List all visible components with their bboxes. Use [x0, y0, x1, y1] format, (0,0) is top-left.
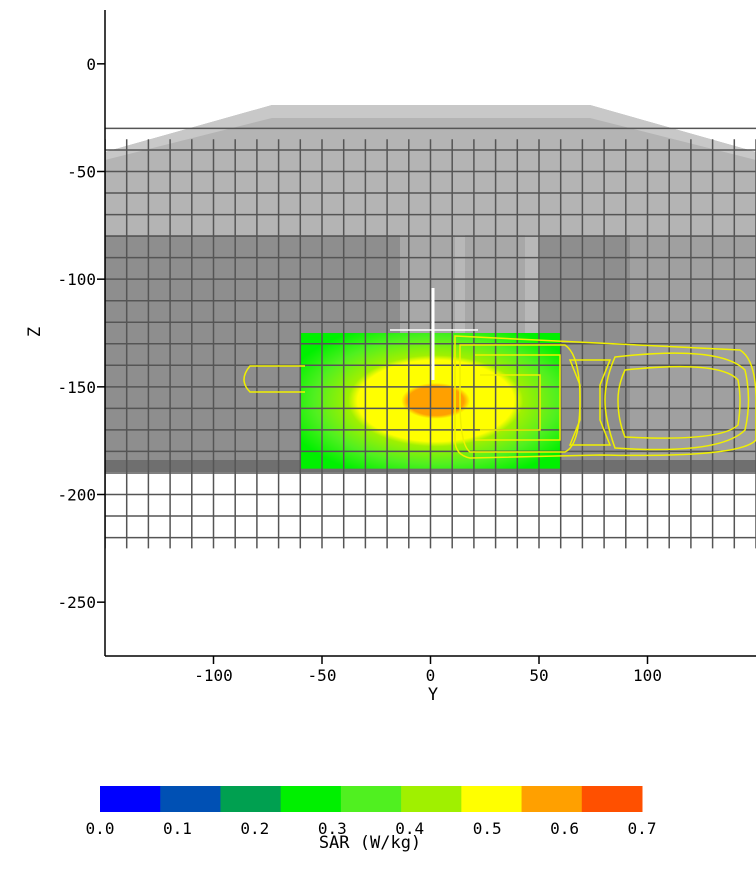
colorbar-tick-label: 0.7	[628, 819, 657, 838]
colorbar-segment	[160, 786, 221, 812]
phone-cross-outline	[568, 359, 612, 446]
colorbar-segment	[280, 786, 342, 812]
colorbar-ticks: 0.0 0.1 0.2 0.3 0.4 0.5 0.6 0.7	[86, 819, 657, 838]
x-tick-label: 50	[529, 666, 548, 685]
x-tick-label: -50	[308, 666, 337, 685]
x-tick-label: -100	[194, 666, 233, 685]
colorbar-tick-label: 0.1	[163, 819, 192, 838]
y-tick-label: -100	[57, 270, 96, 289]
x-axis-title: Y	[428, 685, 438, 705]
colorbar-segment	[100, 786, 161, 812]
phone-outline	[243, 335, 756, 459]
y-tick-label: 0	[86, 55, 96, 74]
colorbar-segment	[220, 786, 282, 812]
colorbar-segment	[521, 786, 583, 812]
x-tick-label: 100	[633, 666, 662, 685]
plot-area	[105, 105, 756, 549]
phone-body-outline	[454, 335, 756, 459]
x-tick-label: 0	[426, 666, 436, 685]
colorbar-label: SAR (W/kg)	[319, 833, 421, 853]
y-tick-label: -150	[57, 378, 96, 397]
mesh-grid	[105, 127, 756, 549]
y-tick-label: -50	[67, 163, 96, 182]
colorbar-segment	[581, 786, 643, 812]
y-tick-label: -250	[57, 593, 96, 612]
colorbar-segment	[461, 786, 523, 812]
colorbar-tick-label: 0.0	[86, 819, 115, 838]
colorbar-tick-label: 0.4	[395, 819, 424, 838]
phone-keypad-outline	[475, 354, 561, 441]
colorbar-segment	[340, 786, 402, 812]
colorbar-tick-label: 0.3	[318, 819, 347, 838]
phone-display-outline	[604, 352, 750, 451]
colorbar-segment	[401, 786, 462, 812]
x-axis-ticks: -100 -50 0 50 100	[194, 656, 662, 685]
colorbar-tick-label: 0.6	[550, 819, 579, 838]
y-axis-ticks: 0 -50 -100 -150 -200 -250	[57, 55, 105, 612]
colorbar	[100, 786, 643, 812]
phone-antenna-outline	[243, 365, 305, 393]
phone-earpiece-outline	[480, 374, 541, 431]
phone-display-inner-outline	[617, 365, 741, 439]
colorbar-tick-label: 0.5	[473, 819, 502, 838]
y-axis-title: Z	[25, 327, 45, 337]
y-tick-label: -200	[57, 486, 96, 505]
colorbar-tick-label: 0.2	[240, 819, 269, 838]
phantom-ridge-shade	[105, 105, 756, 160]
